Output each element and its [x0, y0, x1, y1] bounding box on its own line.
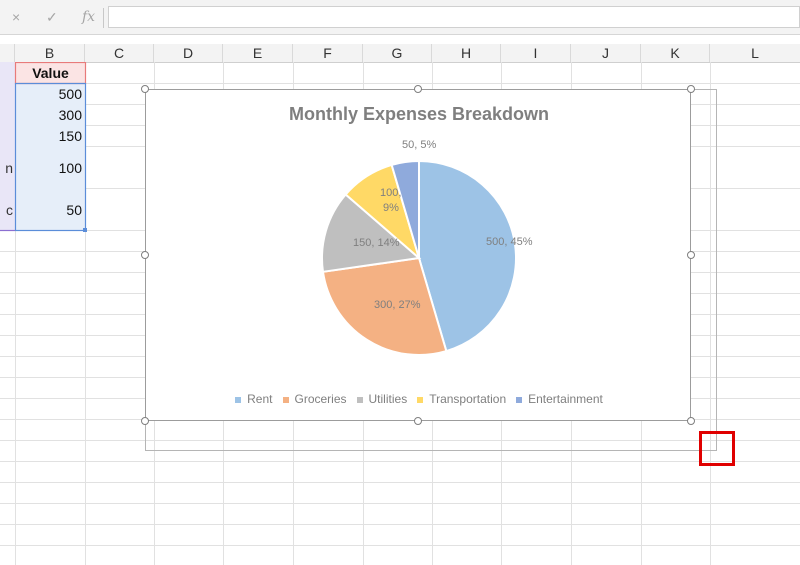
column-header-l[interactable]: L: [751, 45, 759, 61]
legend-label: Groceries: [294, 392, 347, 406]
pie-slice-rent[interactable]: [418, 159, 517, 353]
legend-swatch: [356, 396, 363, 403]
formula-bar-divider: [103, 8, 104, 28]
value-range-border: [14, 82, 87, 232]
data-label-transportation[interactable]: 100, 9%: [380, 187, 401, 214]
enter-icon[interactable]: ✓: [46, 9, 58, 25]
value-range-highlight: [16, 83, 85, 231]
pie-chart[interactable]: Monthly Expenses Breakdown 500, 45% 300, …: [145, 89, 691, 421]
formula-bar: × ✓ fx: [0, 0, 800, 35]
column-header-h[interactable]: H: [432, 44, 501, 62]
resize-handle-bottom[interactable]: [414, 417, 422, 425]
value-cell[interactable]: 100: [58, 160, 82, 176]
column-header-row: B C D E F G H I J K L: [0, 44, 800, 63]
legend-label: Utilities: [368, 392, 408, 406]
data-label-utilities[interactable]: 150, 14%: [353, 237, 400, 249]
column-header-c[interactable]: C: [85, 44, 154, 62]
resize-handle-top-left[interactable]: [141, 85, 149, 93]
value-cell[interactable]: 300: [58, 107, 82, 123]
formula-input[interactable]: [108, 6, 800, 28]
cancel-icon[interactable]: ×: [12, 9, 21, 25]
column-header-e[interactable]: E: [223, 44, 293, 62]
column-header-b[interactable]: B: [15, 44, 85, 62]
data-label-rent[interactable]: 500, 45%: [486, 236, 533, 248]
label-cell-fragment[interactable]: c: [6, 202, 13, 218]
resize-handle-right[interactable]: [687, 251, 695, 259]
column-header-f[interactable]: F: [293, 44, 363, 62]
data-label-entertainment[interactable]: 50, 5%: [402, 139, 436, 151]
label-cell-fragment[interactable]: n: [5, 160, 13, 176]
legend-item-utilities[interactable]: Utilities: [356, 392, 408, 406]
legend-item-rent[interactable]: Rent: [235, 392, 273, 406]
legend-item-transportation[interactable]: Transportation: [417, 392, 506, 406]
column-header-j[interactable]: J: [571, 44, 641, 62]
highlight-box: [699, 431, 735, 466]
label-range-highlight: [0, 62, 15, 231]
pie-slice-entertainment[interactable]: [390, 159, 420, 259]
legend-label: Entertainment: [528, 392, 603, 406]
column-header-k[interactable]: K: [641, 44, 710, 62]
legend-item-entertainment[interactable]: Entertainment: [516, 392, 603, 406]
range-handle[interactable]: [83, 228, 87, 232]
value-cell[interactable]: 150: [58, 128, 82, 144]
column-header-g[interactable]: G: [363, 44, 432, 62]
pie-slice-utilities[interactable]: [321, 193, 422, 273]
chart-legend[interactable]: Rent Groceries Utilities Transportation Ente…: [146, 392, 692, 406]
legend-label: Rent: [247, 392, 273, 406]
legend-swatch: [235, 396, 242, 403]
column-header-a[interactable]: [0, 44, 15, 62]
legend-swatch: [417, 396, 424, 403]
column-header-i[interactable]: I: [501, 44, 571, 62]
resize-handle-bottom-left[interactable]: [141, 417, 149, 425]
resize-handle-bottom-right[interactable]: [687, 417, 695, 425]
legend-label: Transportation: [429, 392, 507, 406]
legend-item-groceries[interactable]: Groceries: [282, 392, 347, 406]
column-header-d[interactable]: D: [154, 44, 223, 62]
value-cell[interactable]: 500: [58, 86, 82, 102]
header-cell-value[interactable]: Value: [32, 65, 69, 81]
resize-handle-top-right[interactable]: [687, 85, 695, 93]
chart-title[interactable]: Monthly Expenses Breakdown: [288, 104, 550, 124]
resize-handle-left[interactable]: [141, 251, 149, 259]
function-icon[interactable]: fx: [82, 9, 96, 25]
data-label-groceries[interactable]: 300, 27%: [374, 299, 421, 311]
legend-swatch: [282, 396, 289, 403]
value-cell[interactable]: 50: [66, 202, 82, 218]
legend-swatch: [516, 396, 523, 403]
pie-slice-groceries[interactable]: [321, 256, 448, 356]
resize-handle-top[interactable]: [414, 85, 422, 93]
pie-plot-area[interactable]: 500, 45% 300, 27% 150, 14% 100, 9% 50, 5%: [146, 90, 692, 390]
header-cell-highlight: [16, 63, 85, 83]
